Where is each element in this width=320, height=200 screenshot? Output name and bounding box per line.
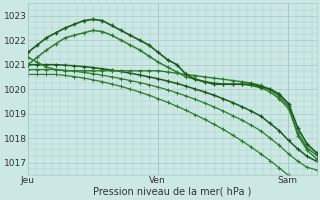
X-axis label: Pression niveau de la mer( hPa ): Pression niveau de la mer( hPa ) <box>93 187 252 197</box>
